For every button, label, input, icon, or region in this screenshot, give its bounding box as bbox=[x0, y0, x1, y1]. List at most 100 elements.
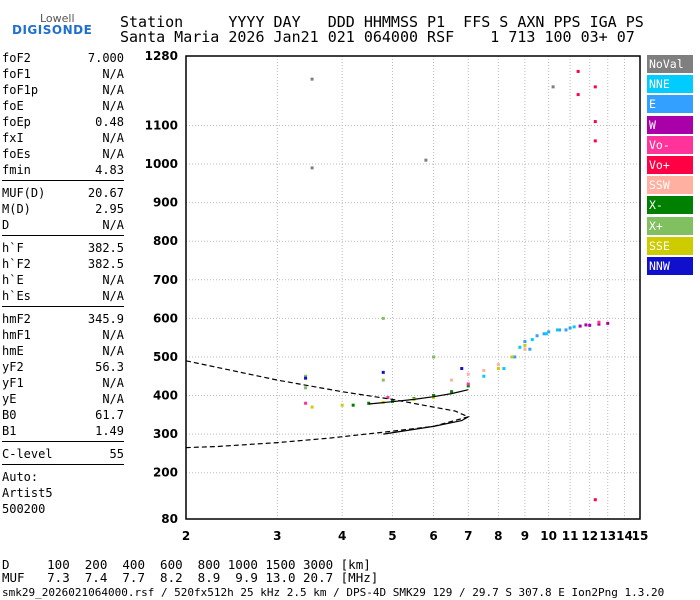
echo-point bbox=[576, 93, 580, 97]
legend-item: NoVal bbox=[647, 55, 693, 73]
legend: NoVal NNE E W Vo- Vo+ SSW X- X+ SSE NNW bbox=[647, 55, 693, 277]
param-name: foF1p bbox=[2, 83, 39, 97]
echo-point bbox=[386, 395, 390, 399]
param-name: D bbox=[2, 218, 10, 232]
x-tick-label: 6 bbox=[429, 529, 437, 543]
echo-point bbox=[518, 345, 522, 349]
echo-point bbox=[304, 374, 308, 378]
echo-point bbox=[535, 334, 539, 338]
param-name: h`E bbox=[2, 273, 24, 287]
y-tick-label: 200 bbox=[153, 466, 178, 480]
echo-point bbox=[310, 405, 314, 409]
y-tick-label: 80 bbox=[161, 512, 178, 526]
y-tick-label: 900 bbox=[153, 196, 178, 210]
echo-point bbox=[381, 378, 385, 382]
param-row: foEp 0.48 bbox=[2, 114, 124, 130]
echo-point bbox=[510, 355, 514, 359]
echo-point bbox=[523, 340, 527, 344]
echo-point bbox=[597, 320, 601, 324]
legend-item: NNW bbox=[647, 256, 693, 275]
param-row: foF1 N/A bbox=[2, 66, 124, 82]
param-name: B1 bbox=[2, 424, 17, 438]
echo-point bbox=[482, 374, 486, 378]
param-row: h`F2 382.5 bbox=[2, 256, 124, 272]
x-tick-label: 14 bbox=[616, 529, 633, 543]
plot-frame bbox=[185, 55, 641, 520]
param-value: N/A bbox=[102, 218, 124, 232]
legend-item: X+ bbox=[647, 216, 693, 235]
param-name: h`F2 bbox=[2, 257, 31, 271]
echo-point bbox=[593, 120, 597, 124]
param-name: M(D) bbox=[2, 202, 31, 216]
param-name: foE bbox=[2, 99, 24, 113]
echo-point bbox=[381, 316, 385, 320]
echo-point bbox=[496, 367, 500, 371]
legend-item: SSW bbox=[647, 176, 693, 195]
param-value: 61.7 bbox=[95, 408, 124, 422]
echo-point bbox=[528, 347, 532, 351]
param-row: MUF(D) 20.67 bbox=[2, 185, 124, 201]
param-name: foF2 bbox=[2, 51, 31, 65]
echo-point bbox=[542, 332, 546, 336]
echo-point bbox=[496, 363, 500, 367]
param-value: 4.83 bbox=[95, 163, 124, 177]
header-line-2: Santa Maria 2026 Jan21 021 064000 RSF 1 … bbox=[120, 28, 635, 46]
echo-point bbox=[310, 77, 314, 81]
param-row: h`E N/A bbox=[2, 272, 124, 288]
param-name: yF2 bbox=[2, 360, 24, 374]
echo-point bbox=[551, 85, 555, 89]
param-row: yF2 56.3 bbox=[2, 359, 124, 375]
panel-divider bbox=[2, 464, 124, 465]
param-row: B0 61.7 bbox=[2, 407, 124, 423]
param-value: N/A bbox=[102, 99, 124, 113]
panel-divider bbox=[2, 235, 124, 236]
y-tick-label: 300 bbox=[153, 427, 178, 441]
param-value: 345.9 bbox=[87, 312, 124, 326]
panel-divider bbox=[2, 180, 124, 181]
echo-point bbox=[597, 322, 601, 326]
logo-lowell: Lowell bbox=[40, 12, 75, 25]
echo-point bbox=[513, 355, 517, 359]
param-value: 56.3 bbox=[95, 360, 124, 374]
auto-version: 500200 bbox=[2, 502, 46, 516]
param-name: B0 bbox=[2, 408, 17, 422]
echo-point bbox=[547, 330, 551, 334]
y-tick-label: 1280 bbox=[145, 49, 178, 63]
echo-point bbox=[450, 378, 454, 382]
param-value: N/A bbox=[102, 376, 124, 390]
echo-point bbox=[502, 367, 506, 371]
profile-line bbox=[368, 389, 469, 405]
param-row: hmF1 N/A bbox=[2, 327, 124, 343]
param-value: N/A bbox=[102, 83, 124, 97]
x-tick-label: 4 bbox=[338, 529, 346, 543]
y-tick-label: 700 bbox=[153, 273, 178, 287]
echo-point bbox=[523, 347, 527, 351]
param-row: fxI N/A bbox=[2, 130, 124, 146]
param-row: foEs N/A bbox=[2, 146, 124, 162]
param-value: 1.49 bbox=[95, 424, 124, 438]
distance-row: D 100 200 400 600 800 1000 1500 3000 [km… bbox=[2, 557, 371, 572]
param-name: fxI bbox=[2, 131, 24, 145]
param-value: N/A bbox=[102, 289, 124, 303]
echo-point bbox=[558, 328, 562, 332]
legend-item: SSE bbox=[647, 236, 693, 255]
echo-point bbox=[544, 332, 548, 336]
echo-point bbox=[564, 328, 568, 332]
panel-divider bbox=[2, 306, 124, 307]
profile-line bbox=[383, 416, 469, 435]
param-row: yF1 N/A bbox=[2, 375, 124, 391]
x-tick-label: 12 bbox=[581, 529, 598, 543]
scaled-parameters-panel: foF2 7.000 foF1 N/A foF1p N/A foE N/A foEp 0.48 fx… bbox=[2, 50, 124, 517]
param-name: foEp bbox=[2, 115, 31, 129]
echo-point bbox=[593, 498, 597, 502]
param-value: 20.67 bbox=[87, 186, 124, 200]
param-value: N/A bbox=[102, 67, 124, 81]
y-tick-label: 1000 bbox=[145, 157, 178, 171]
x-tick-label: 5 bbox=[388, 529, 396, 543]
echo-point bbox=[588, 323, 592, 327]
footer-info: smk29_2026021064000.rsf / 520fx512h 25 k… bbox=[2, 586, 665, 599]
legend-item: Vo+ bbox=[647, 155, 693, 174]
legend-item: E bbox=[647, 95, 693, 114]
echo-point bbox=[530, 338, 534, 342]
